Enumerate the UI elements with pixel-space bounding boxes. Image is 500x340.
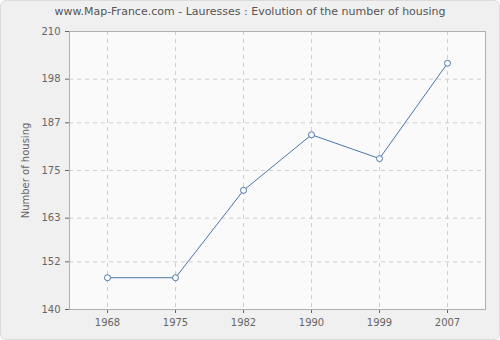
svg-text:175: 175 [41, 165, 60, 176]
svg-text:1990: 1990 [299, 317, 324, 328]
html-text:www.Map-France.com - Lauresses: www.Map-France.com - Lauresses : Evoluti… [54, 5, 446, 18]
svg-text:1968: 1968 [95, 317, 120, 328]
svg-text:2007: 2007 [435, 317, 460, 328]
svg-text:210: 210 [41, 26, 60, 37]
svg-text:1975: 1975 [163, 317, 188, 328]
svg-text:1982: 1982 [231, 317, 256, 328]
svg-text:198: 198 [41, 73, 60, 84]
svg-text:1999: 1999 [367, 317, 392, 328]
svg-text:152: 152 [41, 256, 60, 267]
svg-text:140: 140 [41, 304, 60, 315]
svg-text:163: 163 [41, 212, 60, 223]
svg-text:Number of housing: Number of housing [20, 123, 31, 219]
svg-text:187: 187 [41, 117, 60, 128]
